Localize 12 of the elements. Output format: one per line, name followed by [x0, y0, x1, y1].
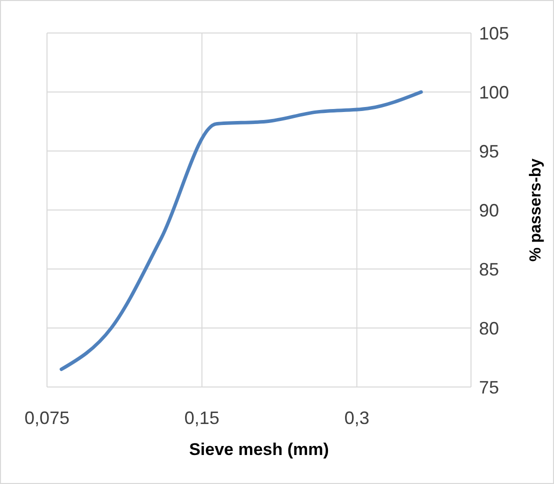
y-tick-label: 105	[479, 23, 510, 44]
y-tick-label: 75	[479, 377, 500, 398]
y-tick-label: 100	[479, 82, 510, 102]
x-tick-label: 0,3	[344, 408, 370, 428]
x-tick-label: 0,075	[24, 408, 70, 428]
y-tick-label: 90	[479, 200, 500, 220]
x-axis-title: Sieve mesh (mm)	[189, 440, 329, 459]
y-tick-label: 85	[479, 259, 500, 280]
y-axis-title: % passers-by	[528, 158, 545, 262]
x-tick-label: 0,15	[184, 408, 220, 428]
y-tick-label: 80	[479, 318, 500, 338]
y-tick-label: 95	[479, 141, 500, 162]
